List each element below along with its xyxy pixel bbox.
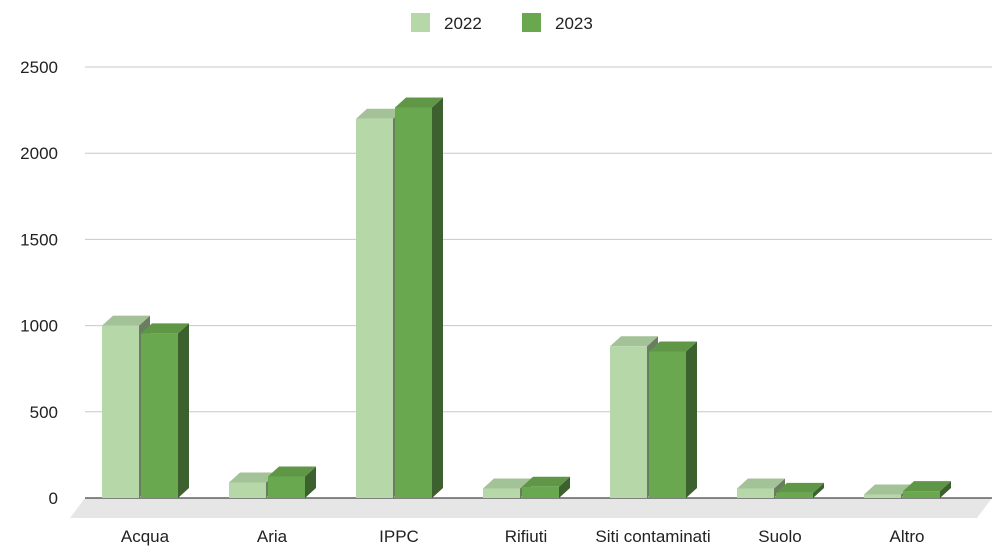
bar-front [395,107,432,498]
bar-top [737,478,785,489]
bar-top [141,323,189,334]
bar-side [178,323,189,498]
bar-ippc-2023 [395,97,443,498]
bar-front [610,346,647,498]
legend-swatch [411,13,430,32]
y-tick-label: 2000 [20,144,58,163]
bar-suolo-2023 [776,482,824,498]
bar-top [903,481,951,492]
y-tick-label: 1000 [20,317,58,336]
y-axis: 0 500 1000 1500 2000 2500 [20,58,58,508]
bar-siti-contaminati-2023 [649,341,697,498]
x-tick-label: Acqua [121,527,170,546]
bar-front [141,333,178,498]
legend-swatch [522,13,541,32]
bar-top [268,466,316,477]
x-axis: Acqua Aria IPPC Rifiuti Siti contaminati Suol… [121,527,925,546]
bar-side [940,481,951,498]
x-tick-label: Siti contaminati [595,527,710,546]
bars [102,97,951,498]
bar-front [483,488,520,498]
y-tick-label: 500 [30,403,58,422]
chart-floor-plane [70,498,992,518]
legend: 2022 2023 [411,13,593,33]
x-tick-label: Rifiuti [505,527,548,546]
bar-top [102,315,150,326]
bar-top [649,341,697,352]
bar-acqua-2023 [141,323,189,498]
bar-top [522,476,570,487]
chart-floor [70,498,992,518]
x-tick-label: Aria [257,527,288,546]
y-tick-label: 1500 [20,230,58,249]
bar-front [102,325,139,498]
bar-front [268,476,305,498]
bar-side [432,97,443,498]
bar-top [776,482,824,493]
bar-aria-2023 [268,466,316,498]
legend-label: 2023 [555,14,593,33]
y-tick-label: 0 [49,489,58,508]
bar-front [864,494,901,498]
bar-top [610,336,658,347]
x-tick-label: Altro [890,527,925,546]
y-tick-label: 2500 [20,58,58,77]
x-tick-label: Suolo [758,527,801,546]
bar-top [483,478,531,489]
legend-label: 2022 [444,14,482,33]
legend-item-2023[interactable]: 2023 [522,13,593,33]
bar-side [305,466,316,498]
bar-front [737,488,774,498]
bar-altro-2023 [903,481,951,498]
gridlines [85,66,992,499]
x-tick-label: IPPC [379,527,419,546]
bar-front [776,492,813,498]
bar-front [903,491,940,498]
bar-front [356,118,393,498]
bar-top [356,108,404,119]
bar-rifiuti-2023 [522,476,570,498]
bar-top [864,484,912,495]
bar-top [395,97,443,108]
bar-front [649,351,686,498]
bar-side [559,476,570,498]
bar-top [229,472,277,483]
bar-side [686,341,697,498]
bar-side [813,482,824,498]
bar-front [522,486,559,498]
legend-item-2022[interactable]: 2022 [411,13,482,33]
bar-front [229,482,266,498]
